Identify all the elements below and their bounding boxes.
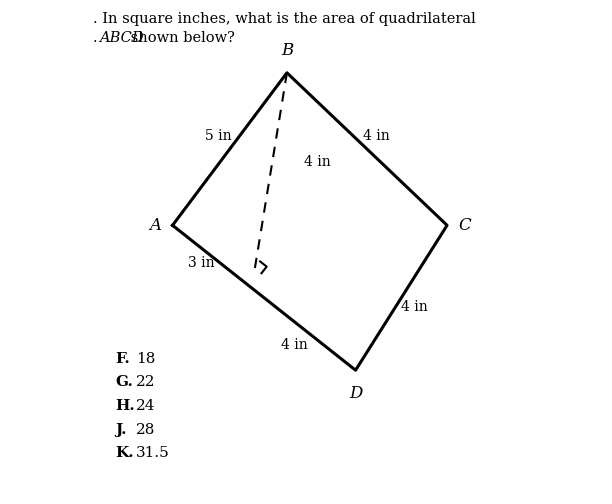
- Text: 4 in: 4 in: [363, 129, 390, 143]
- Text: .: .: [93, 31, 102, 45]
- Text: 4 in: 4 in: [401, 300, 428, 314]
- Text: G.: G.: [115, 375, 133, 390]
- Text: D: D: [349, 386, 362, 403]
- Text: shown below?: shown below?: [125, 31, 234, 45]
- Text: A: A: [149, 217, 161, 234]
- Text: . In square inches, what is the area of quadrilateral: . In square inches, what is the area of …: [93, 12, 476, 26]
- Text: 5 in: 5 in: [205, 129, 231, 143]
- Text: 3 in: 3 in: [188, 257, 214, 271]
- Text: 22: 22: [136, 375, 156, 390]
- Text: 4 in: 4 in: [281, 338, 308, 352]
- Text: K.: K.: [115, 447, 134, 460]
- Text: J.: J.: [115, 423, 127, 436]
- Text: 31.5: 31.5: [136, 447, 170, 460]
- Text: 28: 28: [136, 423, 155, 436]
- Text: F.: F.: [115, 352, 130, 366]
- Text: C: C: [458, 217, 471, 234]
- Text: H.: H.: [115, 399, 135, 413]
- Text: ABCD: ABCD: [99, 31, 143, 45]
- Text: B: B: [281, 42, 293, 59]
- Text: 24: 24: [136, 399, 156, 413]
- Text: 4 in: 4 in: [304, 155, 331, 169]
- Text: 18: 18: [136, 352, 155, 366]
